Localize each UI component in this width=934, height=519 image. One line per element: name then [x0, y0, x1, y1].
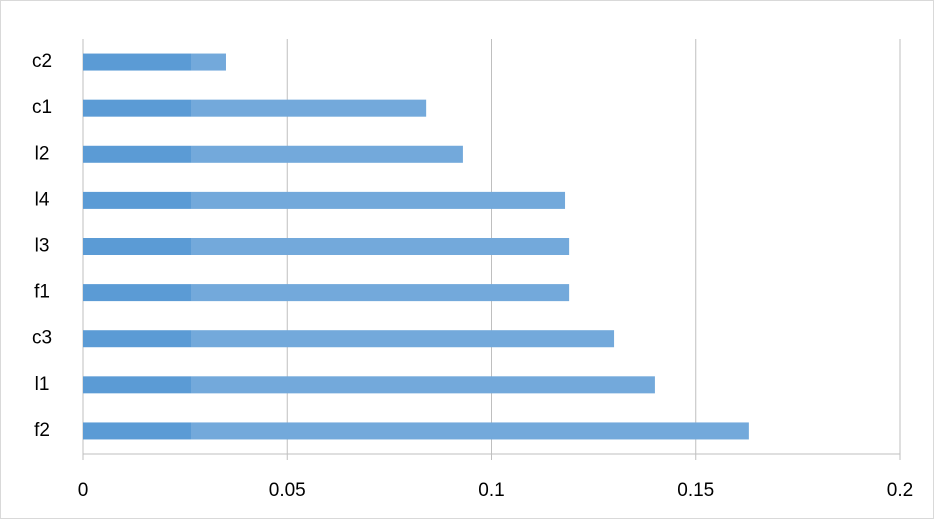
bar-highlight: [191, 99, 427, 117]
bar-highlight: [191, 330, 615, 348]
bar: [83, 145, 463, 163]
y-tick-label: f2: [34, 420, 50, 441]
y-tick-label: l1: [35, 374, 50, 395]
y-tick-label: f1: [34, 282, 50, 303]
bar: [83, 191, 566, 209]
bar-highlight: [191, 376, 655, 394]
y-tick-label: c1: [32, 97, 52, 118]
x-tick-label: 0.2: [887, 480, 913, 501]
x-tick-label: 0.1: [478, 480, 504, 501]
y-tick-label: c3: [32, 328, 52, 349]
y-tick-label: l3: [35, 236, 50, 257]
y-tick-label: l2: [35, 143, 50, 164]
bar: [83, 376, 655, 394]
bar-highlight: [191, 145, 463, 163]
bar-highlight: [191, 191, 566, 209]
bar: [83, 422, 749, 440]
x-tick-label: 0: [78, 480, 89, 501]
y-tick-label: l4: [35, 189, 50, 210]
y-tick-label: c2: [32, 51, 52, 72]
bar: [83, 330, 615, 348]
x-tick-label: 0.05: [269, 480, 306, 501]
bar-highlight: [191, 238, 570, 255]
bar: [83, 99, 427, 117]
bar: [83, 53, 226, 71]
bar: [83, 238, 570, 255]
bar-highlight: [191, 53, 226, 71]
bar-highlight: [191, 284, 570, 302]
bar-highlight: [191, 422, 749, 440]
bar: [83, 284, 570, 302]
x-tick-label: 0.15: [677, 480, 714, 501]
